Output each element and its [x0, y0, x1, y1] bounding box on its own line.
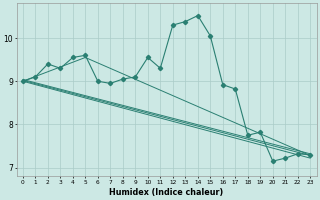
X-axis label: Humidex (Indice chaleur): Humidex (Indice chaleur): [109, 188, 224, 197]
